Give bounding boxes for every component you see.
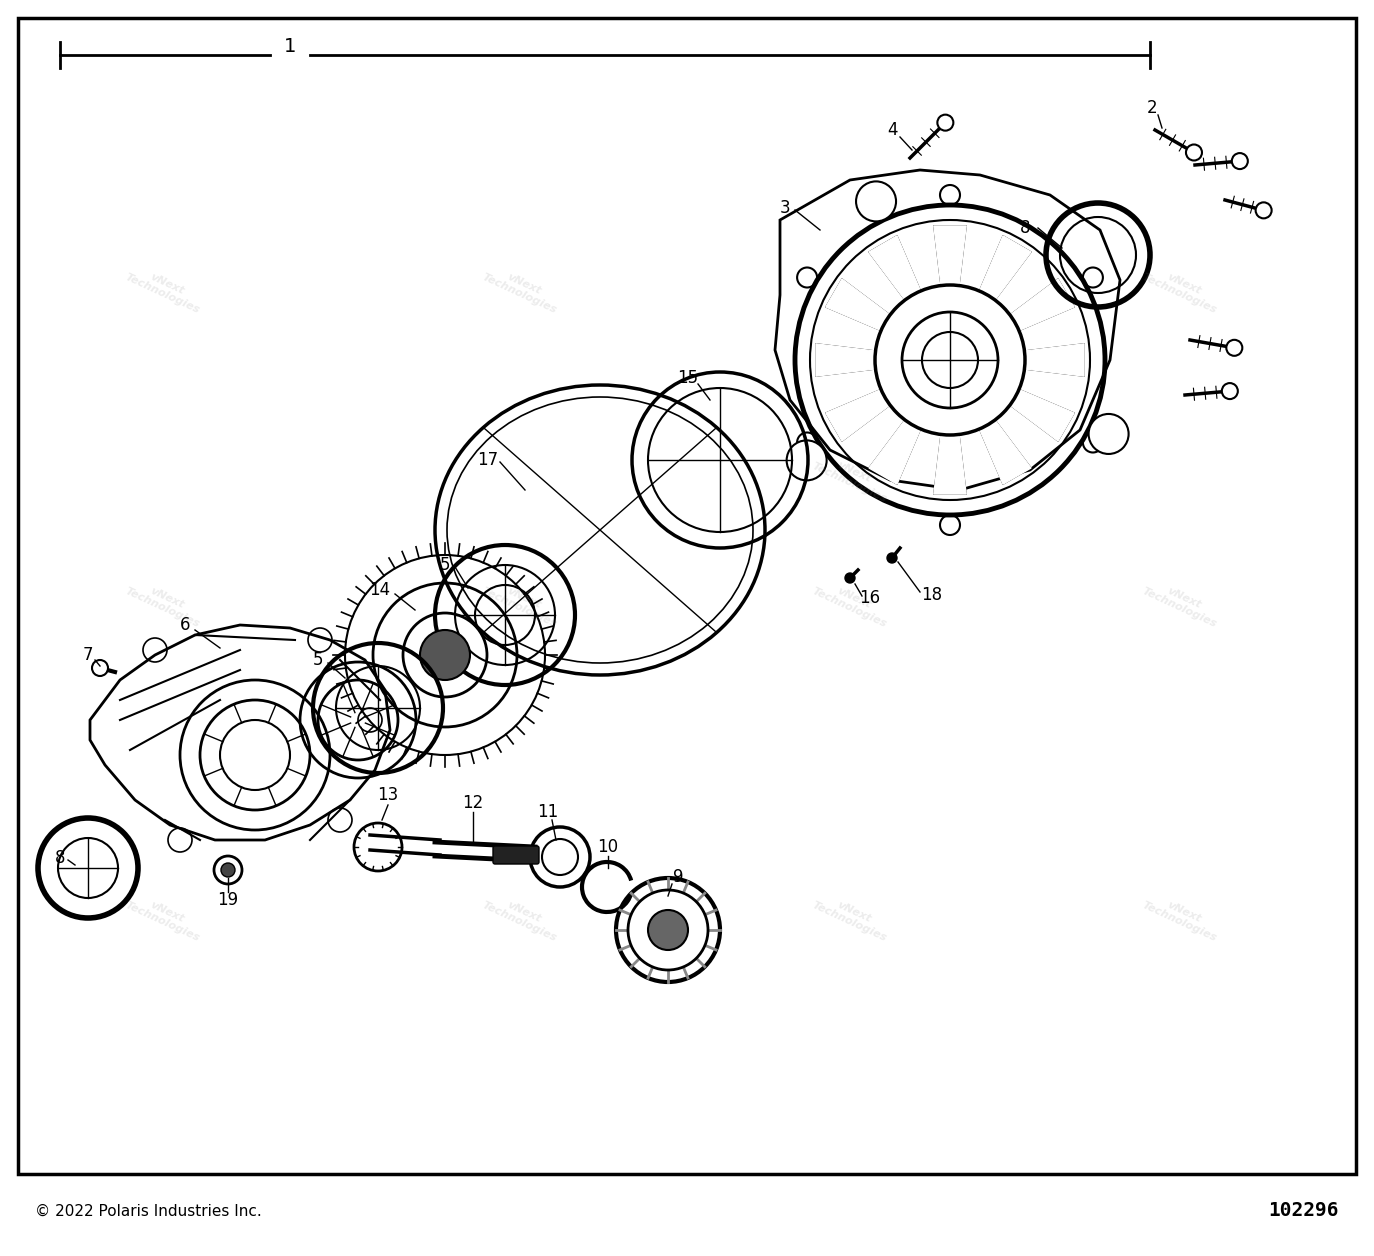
FancyBboxPatch shape — [493, 847, 539, 864]
Text: 9: 9 — [673, 868, 683, 885]
Text: vNext
Technologies: vNext Technologies — [481, 577, 563, 629]
Polygon shape — [1010, 279, 1074, 330]
Polygon shape — [775, 170, 1120, 490]
Circle shape — [92, 659, 109, 676]
Circle shape — [420, 631, 470, 679]
Text: 7: 7 — [82, 646, 93, 664]
Text: 12: 12 — [463, 794, 484, 811]
Text: vNext
Technologies: vNext Technologies — [124, 263, 206, 315]
Circle shape — [845, 573, 855, 583]
Polygon shape — [934, 226, 966, 285]
Text: 5: 5 — [313, 651, 323, 669]
Polygon shape — [826, 279, 890, 330]
Circle shape — [628, 891, 708, 970]
Text: 18: 18 — [922, 587, 943, 604]
Text: 8: 8 — [1020, 219, 1030, 237]
Circle shape — [1088, 414, 1128, 453]
Circle shape — [856, 181, 896, 221]
Text: vNext
Technologies: vNext Technologies — [811, 451, 893, 504]
Text: vNext
Technologies: vNext Technologies — [1140, 891, 1223, 943]
Text: vNext
Technologies: vNext Technologies — [124, 577, 206, 629]
Text: 8: 8 — [55, 849, 65, 867]
Circle shape — [1232, 153, 1248, 170]
Text: 14: 14 — [370, 582, 390, 599]
Text: 3: 3 — [779, 198, 790, 217]
Text: 1: 1 — [284, 36, 297, 55]
Polygon shape — [1010, 389, 1074, 441]
Text: vNext
Technologies: vNext Technologies — [1140, 577, 1223, 629]
Text: vNext
Technologies: vNext Technologies — [811, 577, 893, 629]
Polygon shape — [980, 420, 1030, 484]
Text: 5: 5 — [440, 556, 451, 574]
Text: 19: 19 — [217, 891, 239, 909]
Text: vNext
Technologies: vNext Technologies — [124, 891, 206, 943]
Text: 15: 15 — [677, 369, 698, 387]
Circle shape — [1186, 144, 1202, 161]
Text: vNext
Technologies: vNext Technologies — [481, 891, 563, 943]
Polygon shape — [980, 236, 1030, 300]
Text: 6: 6 — [180, 615, 190, 634]
Circle shape — [1227, 340, 1242, 355]
Polygon shape — [868, 420, 921, 484]
Text: © 2022 Polaris Industries Inc.: © 2022 Polaris Industries Inc. — [34, 1203, 262, 1218]
Polygon shape — [826, 389, 890, 441]
Polygon shape — [816, 344, 875, 376]
Text: 2: 2 — [1147, 99, 1157, 117]
Circle shape — [888, 553, 897, 563]
Text: 102296: 102296 — [1268, 1202, 1340, 1221]
Circle shape — [1221, 383, 1238, 399]
Text: 16: 16 — [860, 589, 881, 607]
Polygon shape — [934, 435, 966, 494]
Polygon shape — [868, 236, 921, 300]
Circle shape — [787, 441, 827, 480]
Polygon shape — [1025, 344, 1084, 376]
Text: vNext
Technologies: vNext Technologies — [811, 891, 893, 943]
Circle shape — [221, 863, 235, 877]
Circle shape — [214, 857, 242, 884]
Circle shape — [937, 114, 954, 131]
Text: vNext
Technologies: vNext Technologies — [1140, 263, 1223, 315]
Text: 11: 11 — [537, 803, 559, 821]
Text: 17: 17 — [477, 451, 499, 468]
Text: vNext
Technologies: vNext Technologies — [481, 263, 563, 315]
Text: 13: 13 — [378, 786, 398, 804]
Circle shape — [649, 911, 688, 950]
Circle shape — [1256, 202, 1272, 219]
Polygon shape — [91, 625, 390, 840]
Text: 4: 4 — [888, 121, 899, 139]
Text: 10: 10 — [598, 838, 618, 857]
